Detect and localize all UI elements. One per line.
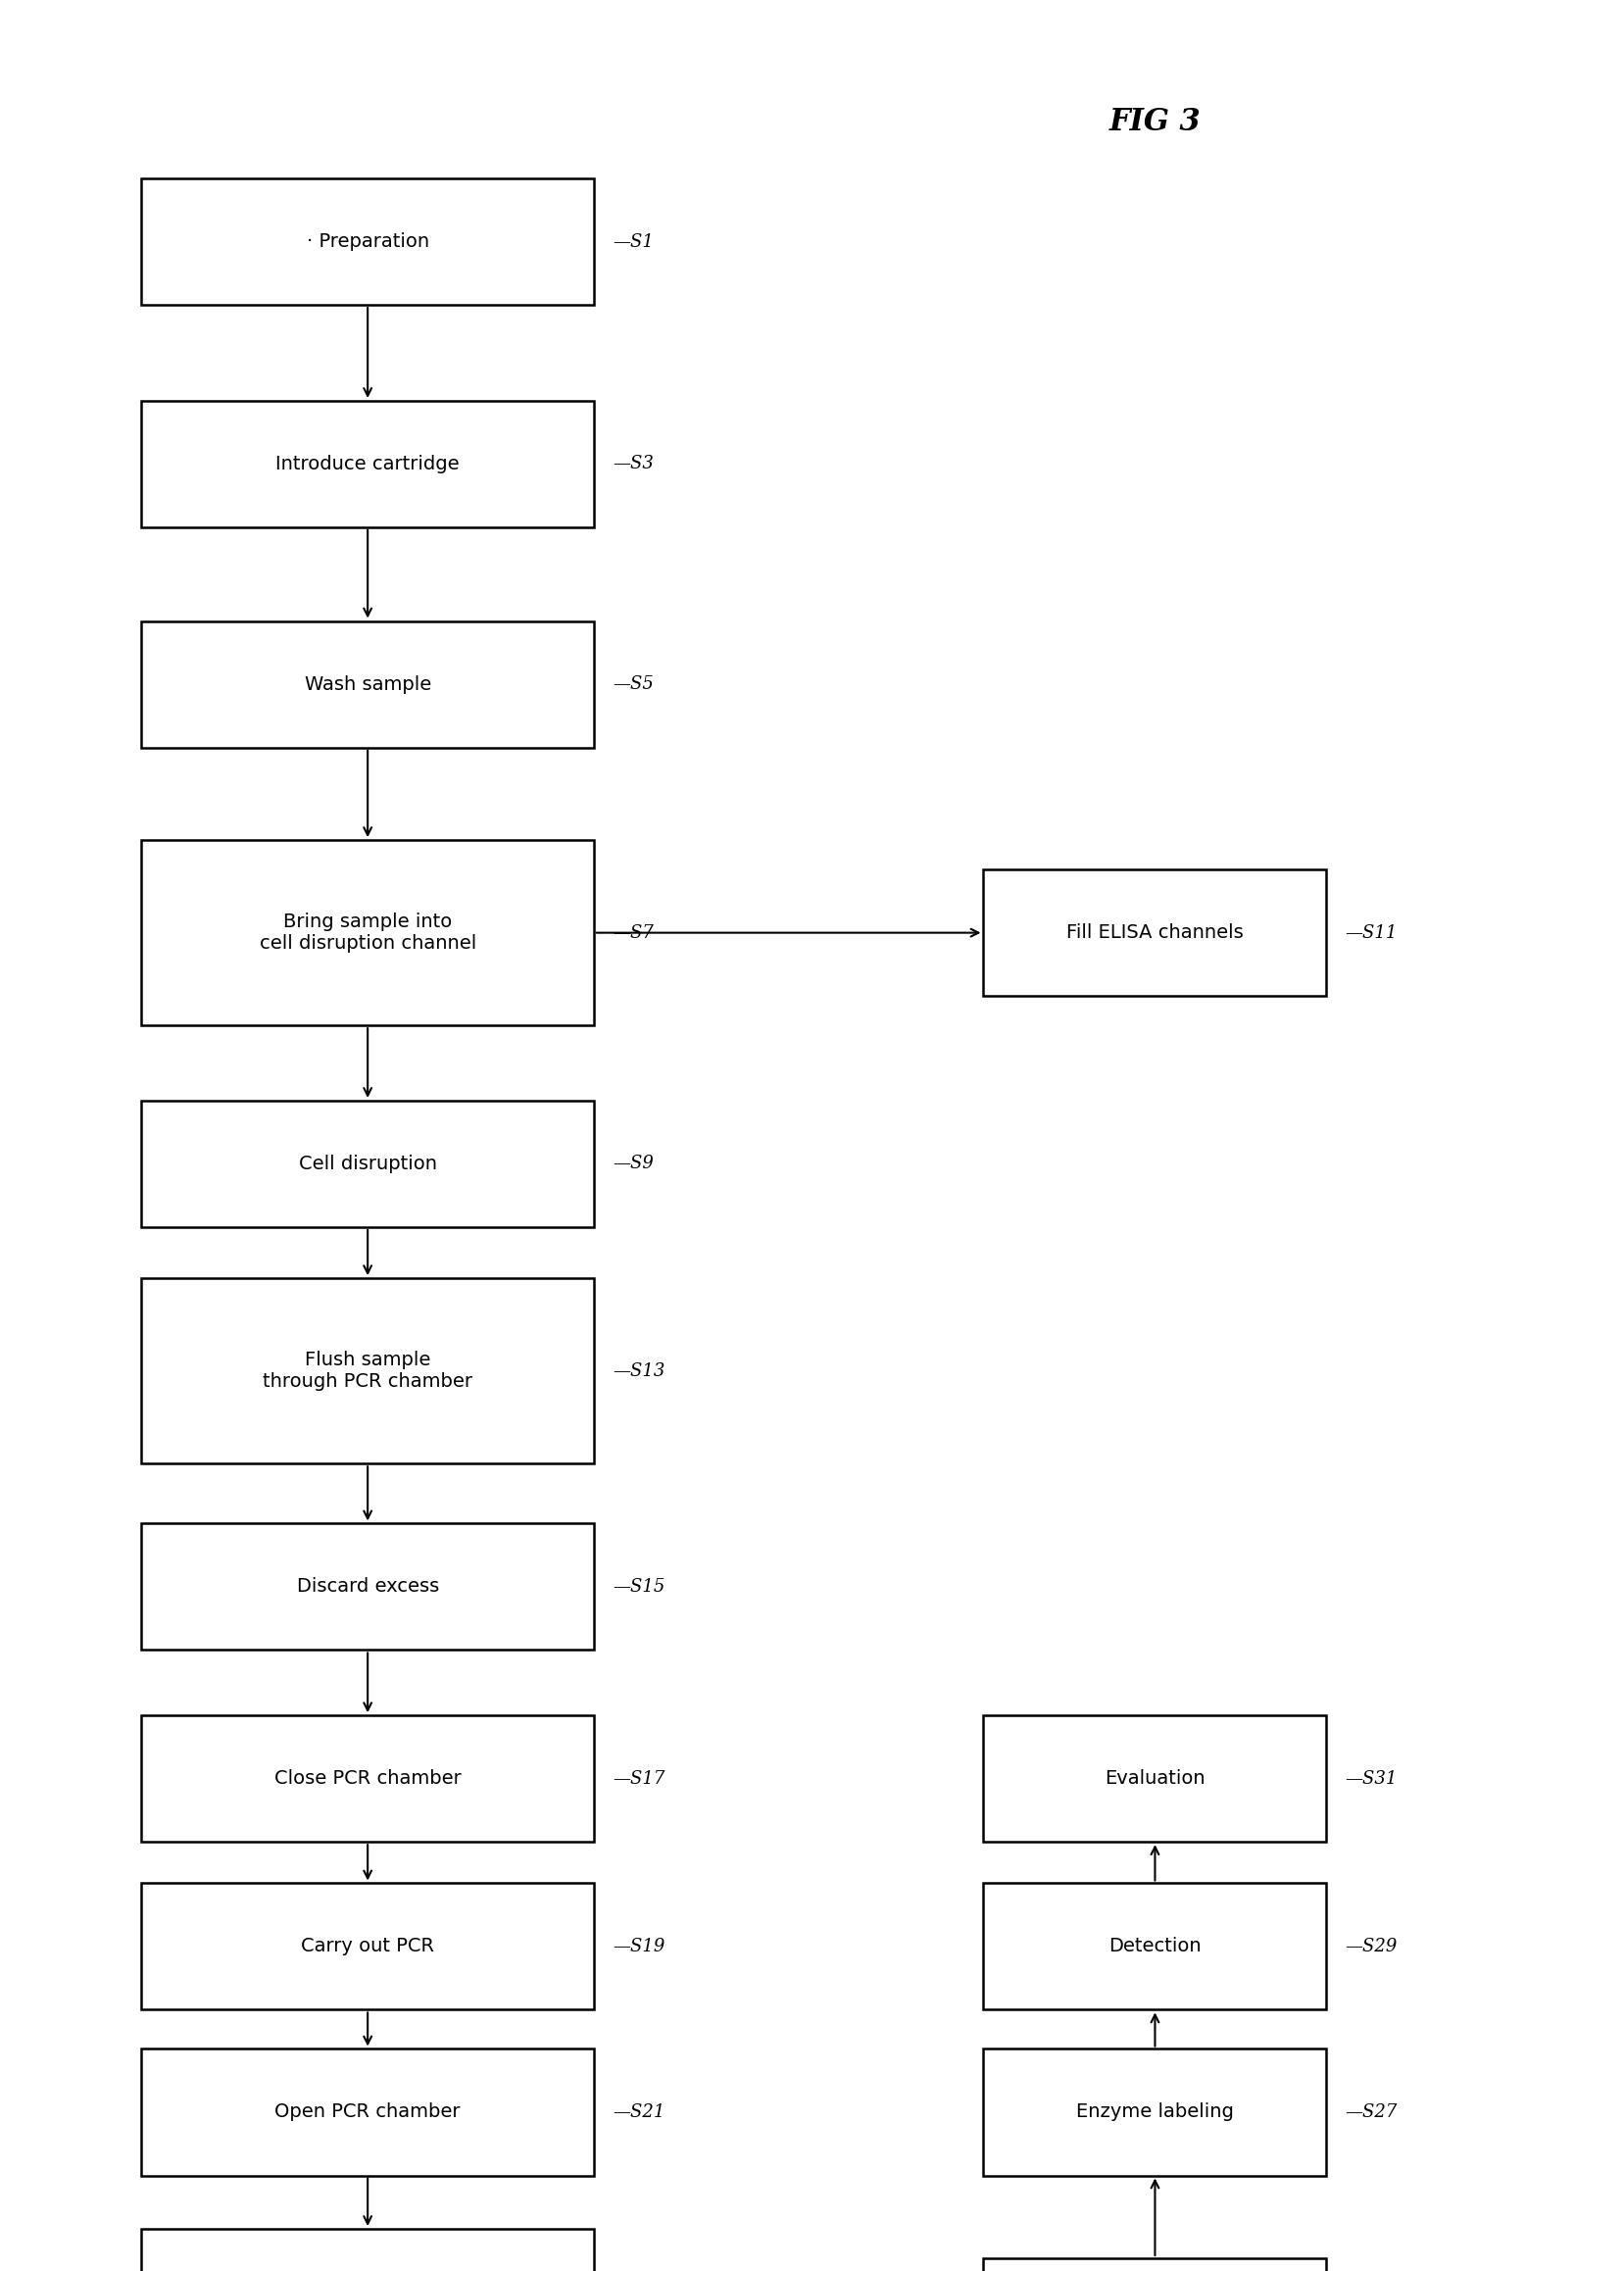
Text: —S27: —S27	[1345, 2103, 1398, 2121]
Text: —S13: —S13	[612, 1363, 664, 1381]
Text: —S17: —S17	[612, 1769, 664, 1787]
Text: Cell disruption: Cell disruption	[299, 1154, 437, 1174]
Text: Wash sample: Wash sample	[304, 674, 430, 693]
Bar	[141, 400, 594, 527]
Bar	[141, 2048, 594, 2176]
Text: Open PCR chamber: Open PCR chamber	[274, 2103, 461, 2121]
Text: —S15: —S15	[612, 1578, 664, 1597]
Text: FIG 3: FIG 3	[1109, 107, 1200, 136]
Text: Enzyme labeling: Enzyme labeling	[1077, 2103, 1234, 2121]
Bar	[984, 1883, 1327, 2010]
Bar	[141, 1101, 594, 1226]
Text: —S31: —S31	[1345, 1769, 1398, 1787]
Bar	[141, 179, 594, 304]
Bar	[984, 1715, 1327, 1842]
Text: —S11: —S11	[1345, 924, 1398, 942]
Bar	[984, 2257, 1327, 2271]
Text: Bring sample into
cell disruption channel: Bring sample into cell disruption channe…	[260, 913, 476, 954]
Text: Discard excess: Discard excess	[297, 1578, 438, 1597]
Bar	[141, 1524, 594, 1651]
Text: Flush sample
through PCR chamber: Flush sample through PCR chamber	[263, 1351, 473, 1392]
Bar	[141, 2228, 594, 2271]
Text: —S3: —S3	[612, 454, 653, 472]
Bar	[984, 2048, 1327, 2176]
Text: Fill ELISA channels: Fill ELISA channels	[1067, 924, 1244, 942]
Text: —S7: —S7	[612, 924, 653, 942]
Text: —S9: —S9	[612, 1156, 653, 1172]
Text: —S19: —S19	[612, 1937, 664, 1955]
Bar	[141, 620, 594, 747]
Text: —S1: —S1	[612, 234, 653, 250]
Text: Carry out PCR: Carry out PCR	[300, 1937, 434, 1955]
Text: Introduce cartridge: Introduce cartridge	[276, 454, 460, 472]
Text: Close PCR chamber: Close PCR chamber	[274, 1769, 461, 1787]
Text: —S5: —S5	[612, 674, 653, 693]
Bar	[141, 840, 594, 1026]
Bar	[141, 1883, 594, 2010]
Bar	[141, 1279, 594, 1463]
Bar	[984, 870, 1327, 997]
Text: Evaluation: Evaluation	[1104, 1769, 1205, 1787]
Bar	[141, 1715, 594, 1842]
Text: —S21: —S21	[612, 2103, 664, 2121]
Text: —S29: —S29	[1345, 1937, 1398, 1955]
Text: Detection: Detection	[1109, 1937, 1202, 1955]
Text: · Preparation: · Preparation	[307, 232, 429, 252]
